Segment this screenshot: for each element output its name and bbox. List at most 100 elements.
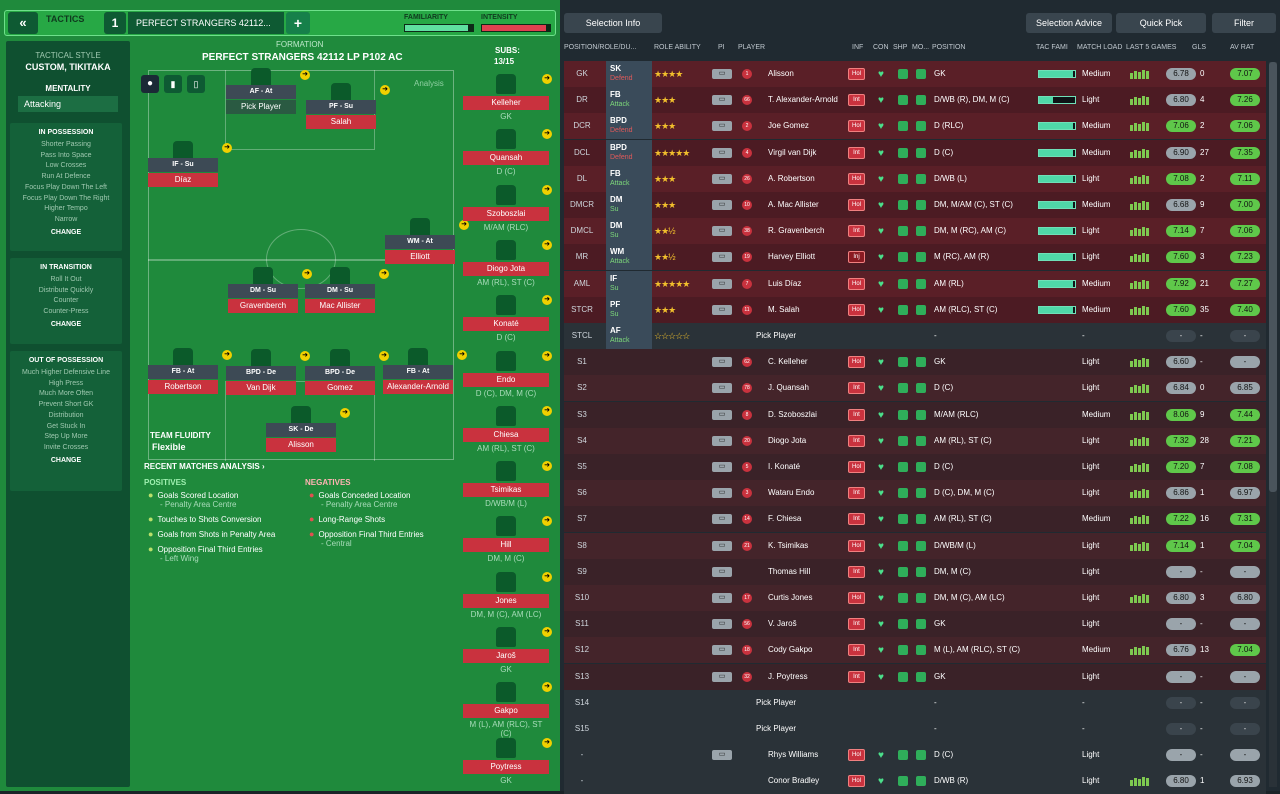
sub-player[interactable]: Kelleher GK ➜ xyxy=(463,74,552,121)
player-info-icon[interactable]: ▭ xyxy=(712,69,732,79)
quick-pick-button[interactable]: Quick Pick xyxy=(1116,13,1206,33)
add-tactic-button[interactable]: + xyxy=(286,12,310,34)
player-shirt-icon[interactable] xyxy=(330,267,350,287)
player-role-label[interactable]: SK - De xyxy=(266,423,336,437)
sub-player[interactable]: Quansah D (C) ➜ xyxy=(463,129,552,176)
sub-player-name[interactable]: Tsimikas xyxy=(463,483,549,498)
squad-row[interactable]: S6 ▭ 3 Wataru Endo Int ♥ D (C), DM, M (C) Light… xyxy=(564,480,1266,507)
player-info-icon[interactable]: ▭ xyxy=(712,226,732,237)
analysis-toggle[interactable]: Analysis xyxy=(414,79,444,88)
sub-player[interactable]: Hill DM, M (C) ➜ xyxy=(463,516,552,563)
squad-row[interactable]: S1 ▭ 62 C. Kelleher Hol ♥ GK Light 6.60- - xyxy=(564,349,1266,376)
row-player-name[interactable]: Virgil van Dijk xyxy=(768,147,817,157)
player-info-icon[interactable]: ▭ xyxy=(712,383,732,394)
row-player-name[interactable]: Luis Díaz xyxy=(768,278,802,288)
sub-player[interactable]: Diogo Jota AM (RL), ST (C) ➜ xyxy=(463,239,552,287)
row-role-dropdown[interactable]: FB Attack xyxy=(606,165,652,192)
mentality-dropdown[interactable]: Attacking xyxy=(18,96,118,112)
player-info-icon[interactable]: ▭ xyxy=(712,409,732,420)
squad-row[interactable]: - ▭ Rhys Williams Hol ♥ D (C) Light - - - xyxy=(564,742,1266,769)
player-name-slot[interactable]: Van Dijk xyxy=(226,381,296,395)
player-shirt-icon[interactable] xyxy=(408,348,428,368)
player-info-icon[interactable]: ▭ xyxy=(712,304,732,315)
player-shirt-icon[interactable] xyxy=(253,267,273,287)
player-shirt-icon[interactable] xyxy=(251,68,271,88)
row-role-dropdown[interactable]: BPD Defend xyxy=(606,139,652,166)
sub-instruction-arrow-icon[interactable]: ➜ xyxy=(542,461,552,472)
column-header[interactable]: AV RAT xyxy=(1230,44,1255,51)
row-role-dropdown[interactable]: FB Attack xyxy=(606,87,652,114)
player-shirt-icon[interactable] xyxy=(251,349,271,369)
recent-matches-analysis-link[interactable]: RECENT MATCHES ANALYSIS › xyxy=(144,462,265,471)
squad-row[interactable]: S7 ▭ 14 F. Chiesa Int ♥ AM (RL), ST (C) Medium 7… xyxy=(564,506,1266,533)
column-header[interactable]: GLS xyxy=(1192,44,1207,51)
player-info-icon[interactable]: ▭ xyxy=(712,462,732,472)
squad-row[interactable]: S5 ▭ 5 I. Konaté Hol ♥ D (C) Light 7.20 7 7.08 xyxy=(564,454,1266,480)
column-header[interactable]: ROLE ABILITY xyxy=(654,44,701,51)
column-header[interactable]: CON xyxy=(873,44,889,51)
player-info-icon[interactable]: ▭ xyxy=(712,147,732,158)
player-role-label[interactable]: FB - At xyxy=(148,365,218,379)
column-header[interactable]: SHP xyxy=(893,44,908,51)
player-info-icon[interactable]: ▭ xyxy=(712,357,732,368)
column-header[interactable]: INF xyxy=(852,44,864,51)
squad-row[interactable]: - Conor Bradley Hol ♥ D/WB (R) Light 6.80 1 6.93 xyxy=(564,768,1266,794)
player-role-label[interactable]: BPD - De xyxy=(305,366,375,380)
sub-player[interactable]: Konaté D (C) ➜ xyxy=(463,295,552,342)
player-role-label[interactable]: DM - Su xyxy=(305,284,375,298)
row-player-name[interactable]: Joe Gomez xyxy=(768,121,809,131)
sub-player-name[interactable]: Diogo Jota xyxy=(463,261,549,276)
row-role-dropdown[interactable]: SK Defend xyxy=(606,61,652,87)
row-player-name[interactable]: J. Poytress xyxy=(768,671,808,681)
squad-row[interactable]: DL FB Attack ★★★ ▭ 26 A. Robertson Hol ♥ D/WB (L)… xyxy=(564,165,1266,192)
row-player-name[interactable]: Pick Player xyxy=(756,697,797,707)
tactical-style-value[interactable]: CUSTOM, TIKITAKA xyxy=(25,62,111,72)
player-info-icon[interactable]: ▭ xyxy=(712,540,732,551)
column-header[interactable]: MATCH LOAD xyxy=(1077,44,1123,51)
in-transition-change-button[interactable]: CHANGE xyxy=(50,320,82,328)
sub-player-name[interactable]: Konaté xyxy=(463,317,549,332)
player-role-label[interactable]: FB - At xyxy=(383,365,453,379)
player-info-icon[interactable]: ▭ xyxy=(712,252,732,263)
squad-row[interactable]: DCL BPD Defend ★★★★★ ▭ 4 Virgil van Dijk Int ♥ D … xyxy=(564,139,1266,166)
player-info-icon[interactable]: ▭ xyxy=(712,278,732,289)
player-role-label[interactable]: AF - At xyxy=(226,85,296,99)
player-info-icon[interactable]: ▭ xyxy=(712,514,732,525)
sub-player[interactable]: Chiesa AM (RL), ST (C) ➜ xyxy=(463,405,552,453)
sub-player-name[interactable]: Chiesa xyxy=(463,427,549,442)
sub-instruction-arrow-icon[interactable]: ➜ xyxy=(542,737,552,748)
squad-row[interactable]: STCR PF Su ★★★ ▭ 11 M. Salah Hol ♥ AM (RLC), ST (… xyxy=(564,296,1266,323)
sub-instruction-arrow-icon[interactable]: ➜ xyxy=(542,627,552,637)
stats-view-icon[interactable]: ▮ xyxy=(164,75,182,93)
player-instruction-arrow-icon[interactable]: ➜ xyxy=(300,70,310,80)
player-role-label[interactable]: WM - At xyxy=(385,235,455,249)
sub-player-name[interactable]: Poytress xyxy=(463,759,549,774)
row-player-name[interactable]: Diogo Jota xyxy=(768,435,807,445)
row-player-name[interactable]: A. Mac Allister xyxy=(768,200,819,209)
squad-row[interactable]: S2 ▭ 78 J. Quansah Int ♥ D (C) Light 6.84 0 6.85 xyxy=(564,375,1266,402)
row-player-name[interactable]: J. Quansah xyxy=(768,383,809,393)
sub-instruction-arrow-icon[interactable]: ➜ xyxy=(542,571,552,582)
player-info-icon[interactable]: ▭ xyxy=(712,593,732,603)
row-player-name[interactable]: Curtis Jones xyxy=(768,593,813,602)
player-instruction-arrow-icon[interactable]: ➜ xyxy=(340,408,350,418)
sub-player-name[interactable]: Gakpo xyxy=(463,704,549,719)
row-player-name[interactable]: Thomas Hill xyxy=(768,566,811,576)
squad-row[interactable]: S4 ▭ 20 Diogo Jota Int ♥ AM (RL), ST (C) Light 7… xyxy=(564,427,1266,454)
player-info-icon[interactable]: ▭ xyxy=(712,750,732,761)
player-info-icon[interactable]: ▭ xyxy=(712,488,732,499)
player-instruction-arrow-icon[interactable]: ➜ xyxy=(300,351,310,361)
player-instruction-arrow-icon[interactable]: ➜ xyxy=(380,85,390,95)
player-shirt-icon[interactable] xyxy=(331,83,351,103)
sub-instruction-arrow-icon[interactable]: ➜ xyxy=(542,239,552,250)
row-player-name[interactable]: Cody Gakpo xyxy=(768,645,813,655)
sub-player[interactable]: Gakpo M (L), AM (RLC), ST (C) ➜ xyxy=(463,682,552,738)
sub-player[interactable]: Tsimikas D/WB/M (L) ➜ xyxy=(463,461,552,508)
player-name-slot[interactable]: Gravenberch xyxy=(228,299,298,313)
player-role-label[interactable]: BPD - De xyxy=(226,366,296,380)
squad-row[interactable]: GK SK Defend ★★★★ ▭ 1 Alisson Hol ♥ GK Medium 6.78 0… xyxy=(564,61,1266,87)
squad-row[interactable]: S9 ▭ Thomas Hill Int ♥ DM, M (C) Light - - - xyxy=(564,558,1266,585)
column-header[interactable]: LAST 5 GAMES xyxy=(1126,44,1177,51)
column-header[interactable]: MO... xyxy=(912,44,930,51)
row-player-name[interactable]: Harvey Elliott xyxy=(768,252,816,262)
